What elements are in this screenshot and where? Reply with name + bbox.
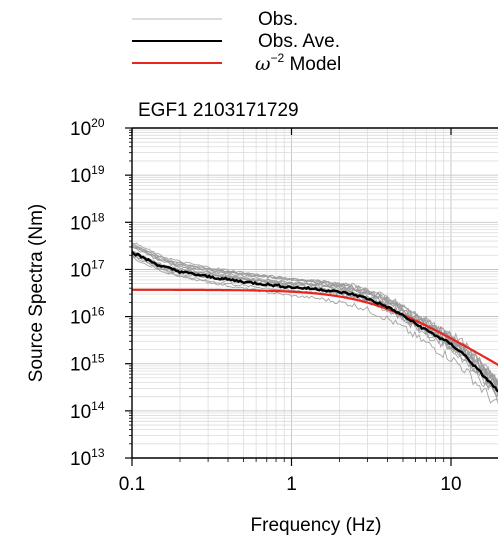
y-tick-label: 1017 (70, 257, 105, 281)
x-axis-label: Frequency (Hz) (251, 515, 382, 536)
obs-trace-line (132, 246, 498, 385)
x-tick-label: 10 (440, 474, 461, 495)
x-tick-label: 0.1 (119, 474, 145, 495)
legend: Obs. Obs. Ave. ω−2 Model (132, 9, 341, 75)
obs-trace-line (132, 257, 498, 398)
y-tick-label: 1019 (70, 163, 105, 187)
y-tick-label: 1020 (70, 116, 105, 140)
obs-lines (132, 242, 498, 405)
y-axis-label: Source Spectra (Nm) (26, 204, 47, 382)
legend-label-obs: Obs. (258, 9, 298, 30)
chart-title: EGF1 2103171729 (138, 100, 299, 121)
y-tick-label: 1015 (70, 352, 105, 376)
axes (125, 127, 498, 466)
y-tick-label: 1018 (70, 210, 105, 234)
legend-label-obs-ave: Obs. Ave. (258, 31, 340, 52)
obs-trace-line (132, 242, 498, 384)
y-tick-label: 1013 (70, 446, 105, 470)
obs-trace-line (132, 253, 498, 405)
model-series-line (132, 288, 498, 367)
y-tick-label: 1014 (70, 399, 105, 423)
obs-ave-series-line (132, 250, 498, 393)
x-tick-labels: 0.1 1 10 (119, 474, 462, 495)
y-tick-labels: 1013 1014 1015 1016 1017 1018 1019 1020 (70, 116, 105, 470)
legend-label-model: ω−2 Model (255, 51, 341, 75)
y-tick-label: 1016 (70, 305, 105, 329)
obs-trace-line (132, 242, 498, 388)
obs-trace-line (132, 243, 498, 391)
x-tick-label: 1 (286, 474, 297, 495)
